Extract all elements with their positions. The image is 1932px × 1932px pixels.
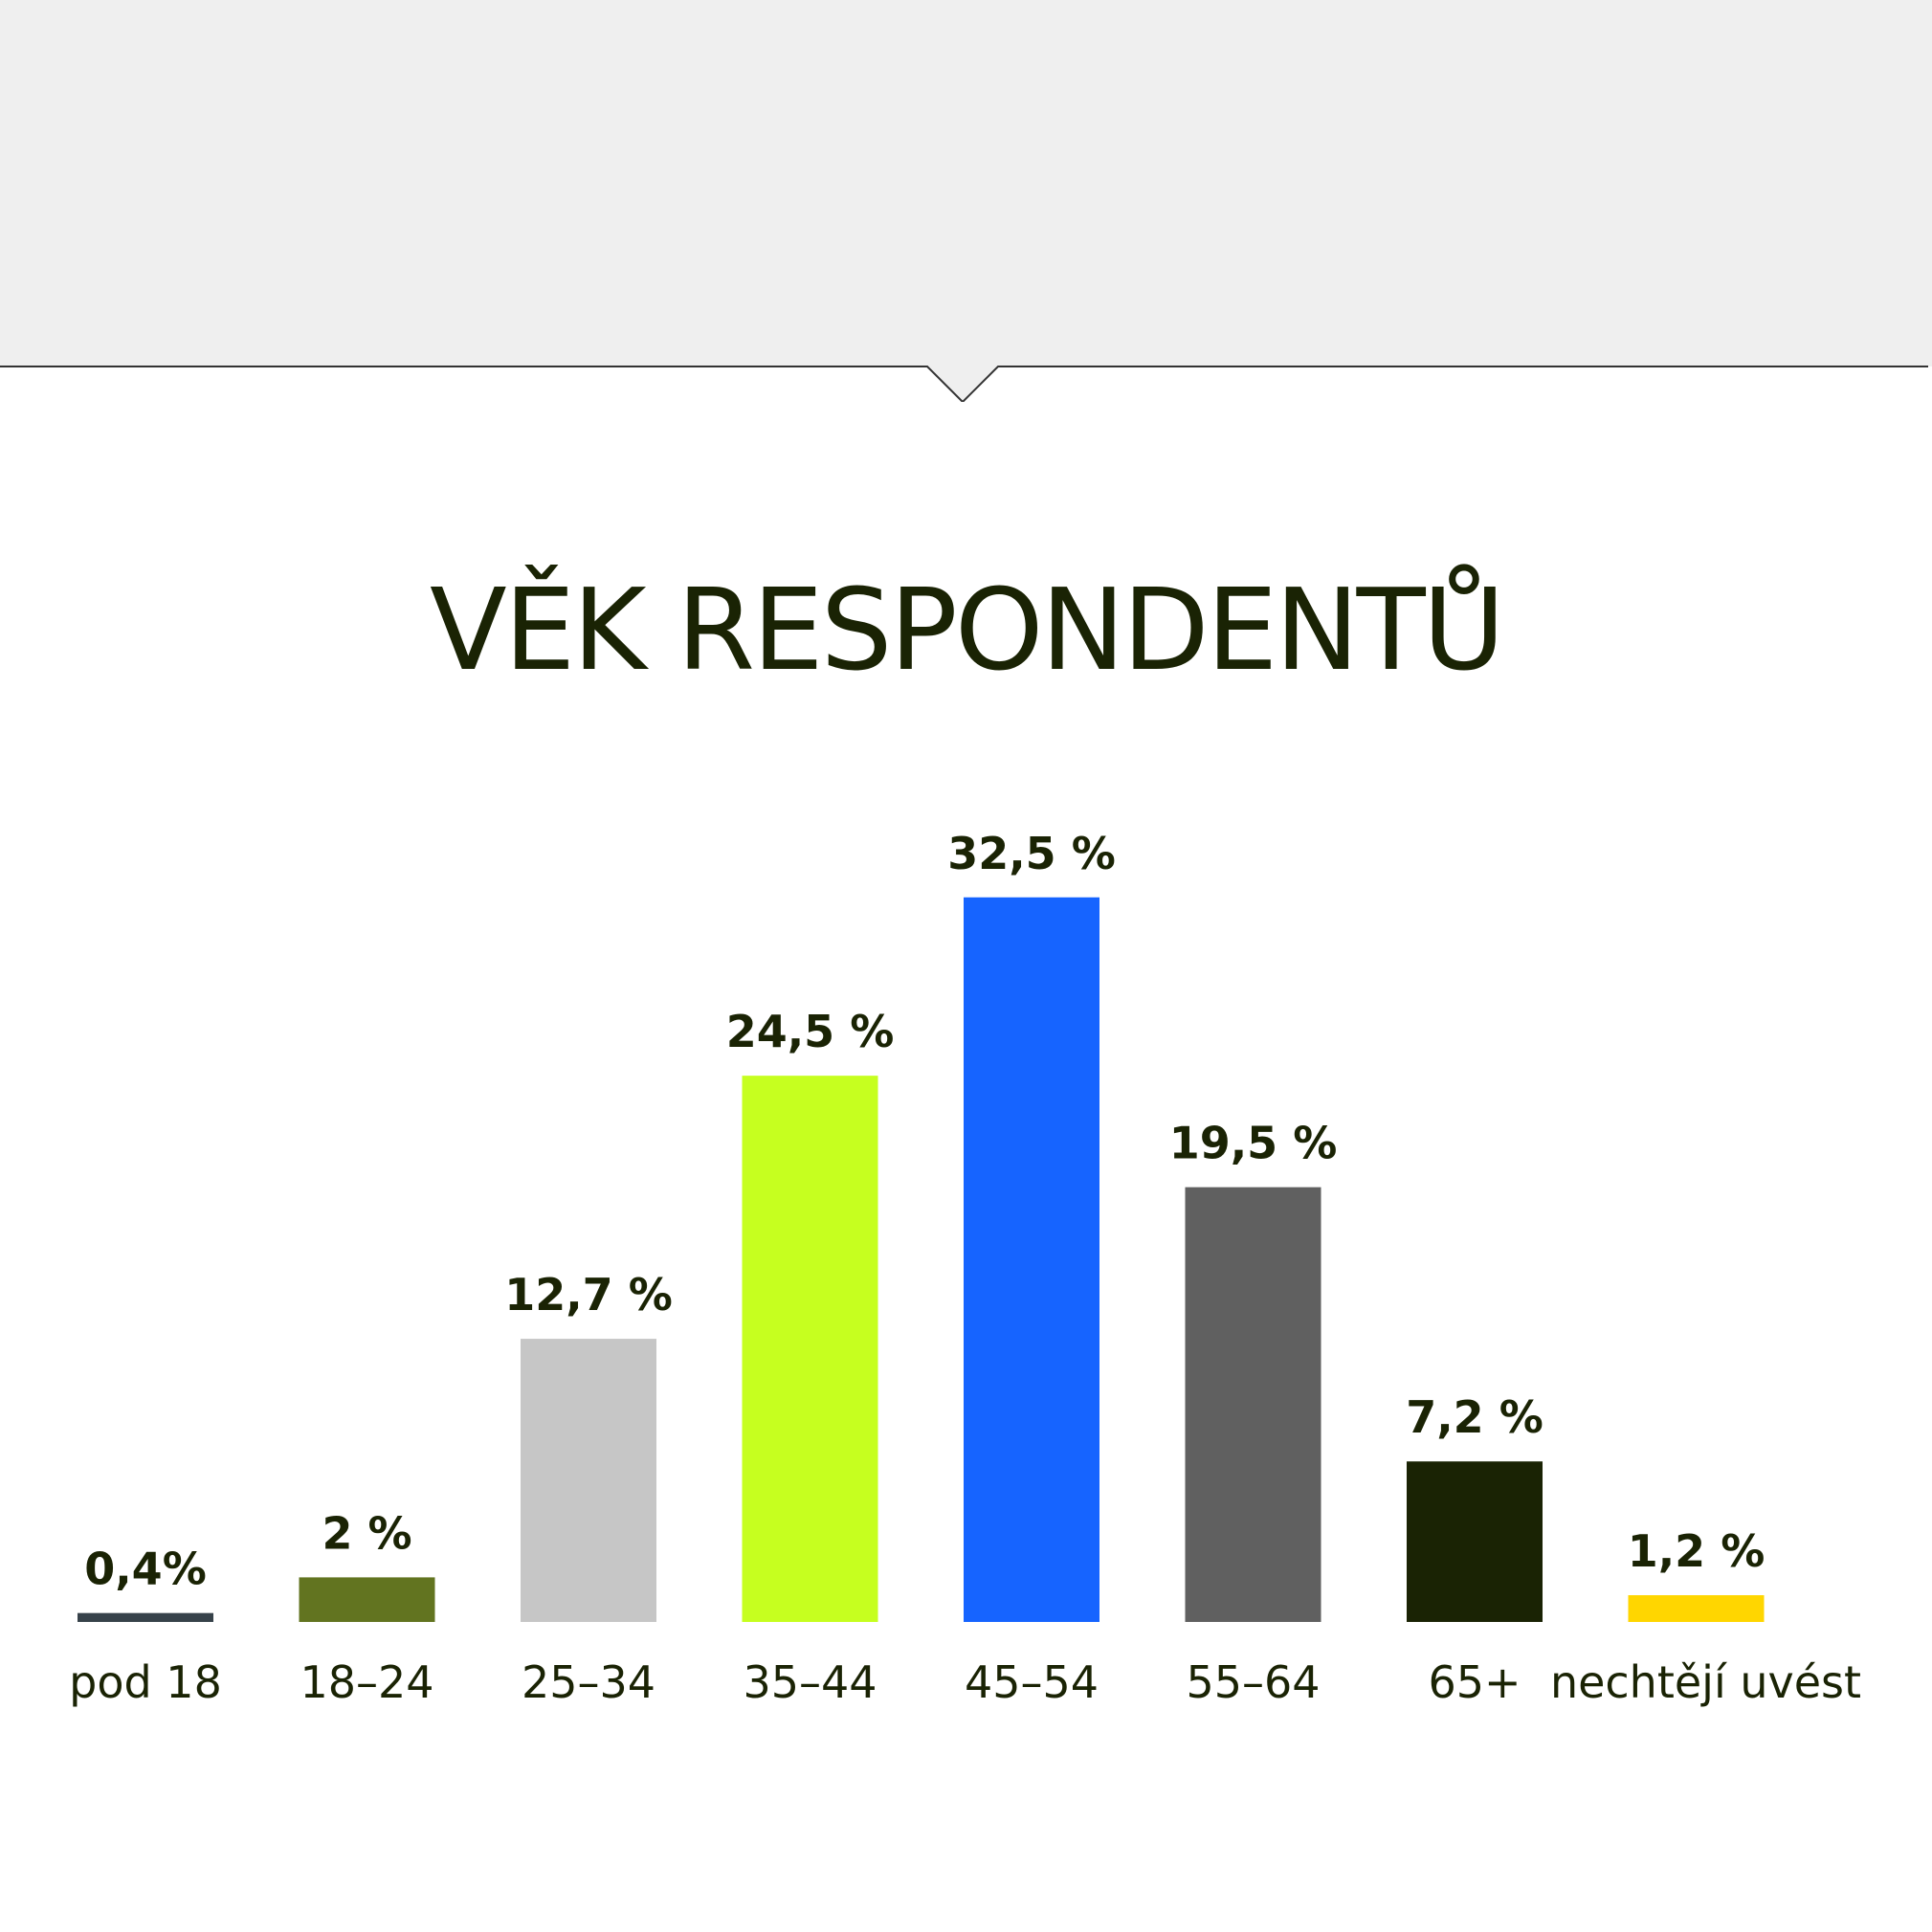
chart-title: VĚK RESPONDENTŮ <box>429 564 1505 697</box>
value-label-3: 12,7 % <box>504 1269 673 1321</box>
category-label-3: 25–34 <box>522 1656 655 1708</box>
header-background <box>0 0 1932 402</box>
bar-5 <box>964 897 1099 1622</box>
value-label-2: 2 % <box>322 1507 411 1559</box>
bar-7 <box>1407 1461 1543 1622</box>
category-label-5: 45–54 <box>965 1656 1099 1708</box>
bar-1 <box>78 1612 213 1622</box>
category-label-8: nechtějí uvést <box>1550 1656 1861 1708</box>
value-label-1: 0,4% <box>84 1543 207 1595</box>
category-label-2: 18–24 <box>300 1656 433 1708</box>
bars-layer: 0,4% pod 18 2 % 18–24 12,7 % 25–34 24,5 % 35–44… <box>69 828 1861 1708</box>
bar-8 <box>1628 1595 1765 1622</box>
bar-4 <box>742 1076 878 1622</box>
value-label-6: 19,5 % <box>1169 1118 1338 1169</box>
category-label-1: pod 18 <box>69 1656 222 1708</box>
value-label-8: 1,2 % <box>1628 1525 1765 1577</box>
bar-6 <box>1185 1187 1321 1622</box>
category-label-7: 65+ <box>1428 1656 1521 1708</box>
value-label-4: 24,5 % <box>726 1006 895 1057</box>
header-panel <box>0 0 1932 402</box>
bar-3 <box>521 1339 656 1622</box>
value-label-5: 32,5 % <box>947 828 1116 879</box>
category-label-6: 55–64 <box>1186 1656 1320 1708</box>
category-label-4: 35–44 <box>743 1656 877 1708</box>
value-label-7: 7,2 % <box>1406 1391 1543 1443</box>
header-pointer-border <box>0 366 1928 402</box>
bar-2 <box>299 1577 435 1622</box>
